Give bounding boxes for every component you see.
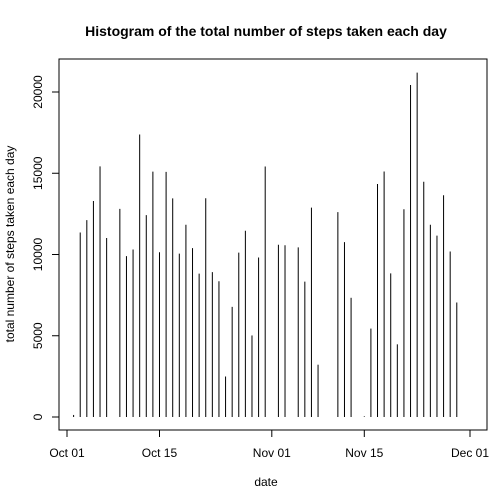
bar-series [73,72,458,417]
plot-area-frame [58,58,488,431]
y-tick-label: 10000 [31,237,45,271]
x-tick-label: Dec 01 [451,446,489,460]
y-tick-label: 5000 [31,322,45,349]
x-tick-label: Oct 15 [142,446,178,460]
y-axis: 0 5000 10000 15000 20000 [31,75,60,420]
y-tick-label: 0 [31,413,45,420]
x-tick-label: Nov 15 [345,446,383,460]
x-tick-label: Oct 01 [49,446,85,460]
y-tick-label: 15000 [31,156,45,190]
y-axis-label: total number of steps taken each day [3,146,17,343]
x-axis-label: date [254,475,278,489]
y-tick-label: 20000 [31,75,45,109]
x-axis: Oct 01 Oct 15 Nov 01 Nov 15 Dec 01 [49,429,489,460]
chart-title: Histogram of the total number of steps t… [85,23,447,39]
x-tick-label: Nov 01 [253,446,291,460]
